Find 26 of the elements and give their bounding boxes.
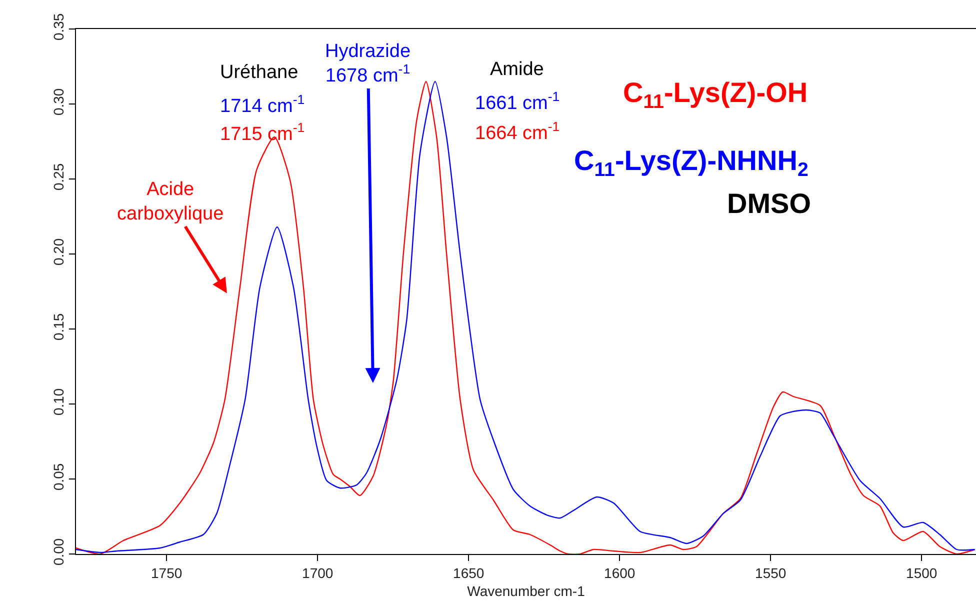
annotation: 1715 cm$^{-1}$ (220, 120, 305, 145)
x-tick-label: 1600 (604, 564, 636, 581)
y-tick-label: 0.05 (50, 463, 66, 491)
y-tick-label: 0.10 (50, 388, 66, 416)
annotation: Hydrazide 1678 cm$^{-1}$ (325, 41, 411, 87)
text: C$_{11}$-Lys(Z)-NHNH$_{2}$ (574, 145, 808, 181)
x-axis-title: Wavenumber cm-1 (467, 583, 586, 600)
annotation: Uréthane (220, 62, 298, 83)
annotation: Acide carboxylique (117, 179, 224, 225)
y-tick-label: 0.30 (50, 88, 66, 116)
annotation: DMSO (727, 188, 811, 219)
x-tick-label: 1550 (755, 564, 786, 581)
annotation: 1664 cm$^{-1}$ (475, 119, 560, 144)
x-tick-label: 1700 (302, 564, 334, 581)
x-tick-label: 1750 (151, 564, 182, 581)
annotation: 1661 cm$^{-1}$ (475, 89, 560, 114)
y-tick-label: 0.35 (50, 13, 66, 41)
x-tick-label: 1500 (906, 564, 938, 581)
y-tick-label: 0.15 (50, 313, 66, 341)
x-tick-label: 1650 (453, 564, 484, 581)
annotation: Amide (490, 59, 544, 80)
y-tick-label: 0.20 (50, 238, 66, 266)
y-tick-label: 0.00 (50, 538, 66, 566)
y-tick-label: 0.25 (50, 163, 66, 191)
annotation: 1714 cm$^{-1}$ (220, 92, 305, 117)
text: C$_{11}$-Lys(Z)-OH (623, 77, 808, 113)
